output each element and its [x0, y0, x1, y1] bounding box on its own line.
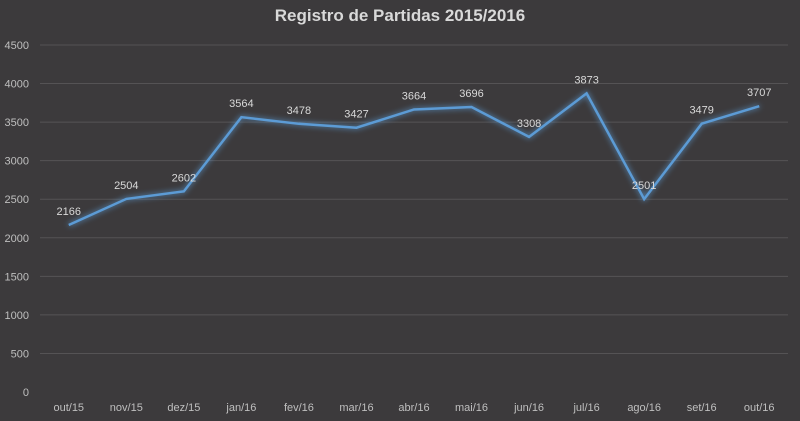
data-labels: 2166 2504 2602 3564 3478 3427 3664 3696 3308 3873… [57, 74, 772, 218]
y-tick-label: 3000 [5, 156, 29, 168]
data-label: 2602 [172, 172, 196, 184]
x-tick-label: nov/15 [110, 402, 143, 414]
data-label: 3664 [402, 90, 426, 102]
data-label: 3873 [574, 74, 598, 86]
x-tick-label: fev/16 [284, 402, 314, 414]
gridlines [40, 44, 788, 354]
data-label: 2501 [632, 180, 656, 192]
series-line [68, 91, 760, 227]
x-tick-label: dez/15 [167, 402, 200, 414]
y-tick-label: 500 [11, 348, 29, 360]
x-axis: out/15 nov/15 dez/15 jan/16 fev/16 mar/16 abr/… [53, 402, 774, 414]
x-tick-label: abr/16 [398, 402, 429, 414]
y-tick-label: 2500 [5, 194, 29, 206]
y-tick-label: 2000 [5, 233, 29, 245]
x-tick-label: jul/16 [572, 402, 599, 414]
data-label: 3478 [287, 105, 311, 117]
data-label: 3427 [344, 109, 368, 121]
data-series [68, 91, 760, 227]
y-tick-label: 4500 [5, 40, 29, 52]
y-tick-label: 4000 [5, 79, 29, 91]
data-label: 3707 [747, 87, 771, 99]
data-label: 3564 [229, 98, 253, 110]
data-label: 2166 [57, 206, 81, 218]
y-tick-label: 1000 [5, 310, 29, 322]
x-tick-label: jun/16 [513, 402, 544, 414]
chart-title: Registro de Partidas 2015/2016 [274, 6, 526, 25]
x-tick-label: out/15 [53, 402, 84, 414]
x-tick-label: jan/16 [225, 402, 256, 414]
y-tick-label: 0 [23, 387, 29, 399]
data-label: 3308 [517, 118, 541, 130]
x-tick-label: mai/16 [455, 402, 488, 414]
y-axis: 0 500 1000 1500 2000 2500 3000 3500 4000 4500 [5, 40, 29, 399]
data-label: 2504 [114, 180, 138, 192]
data-label: 3479 [689, 105, 713, 117]
data-label: 3696 [459, 88, 483, 100]
y-tick-label: 3500 [5, 117, 29, 129]
x-tick-label: set/16 [687, 402, 717, 414]
x-tick-label: mar/16 [339, 402, 373, 414]
x-tick-label: ago/16 [627, 402, 661, 414]
x-tick-label: out/16 [744, 402, 775, 414]
y-tick-label: 1500 [5, 271, 29, 283]
